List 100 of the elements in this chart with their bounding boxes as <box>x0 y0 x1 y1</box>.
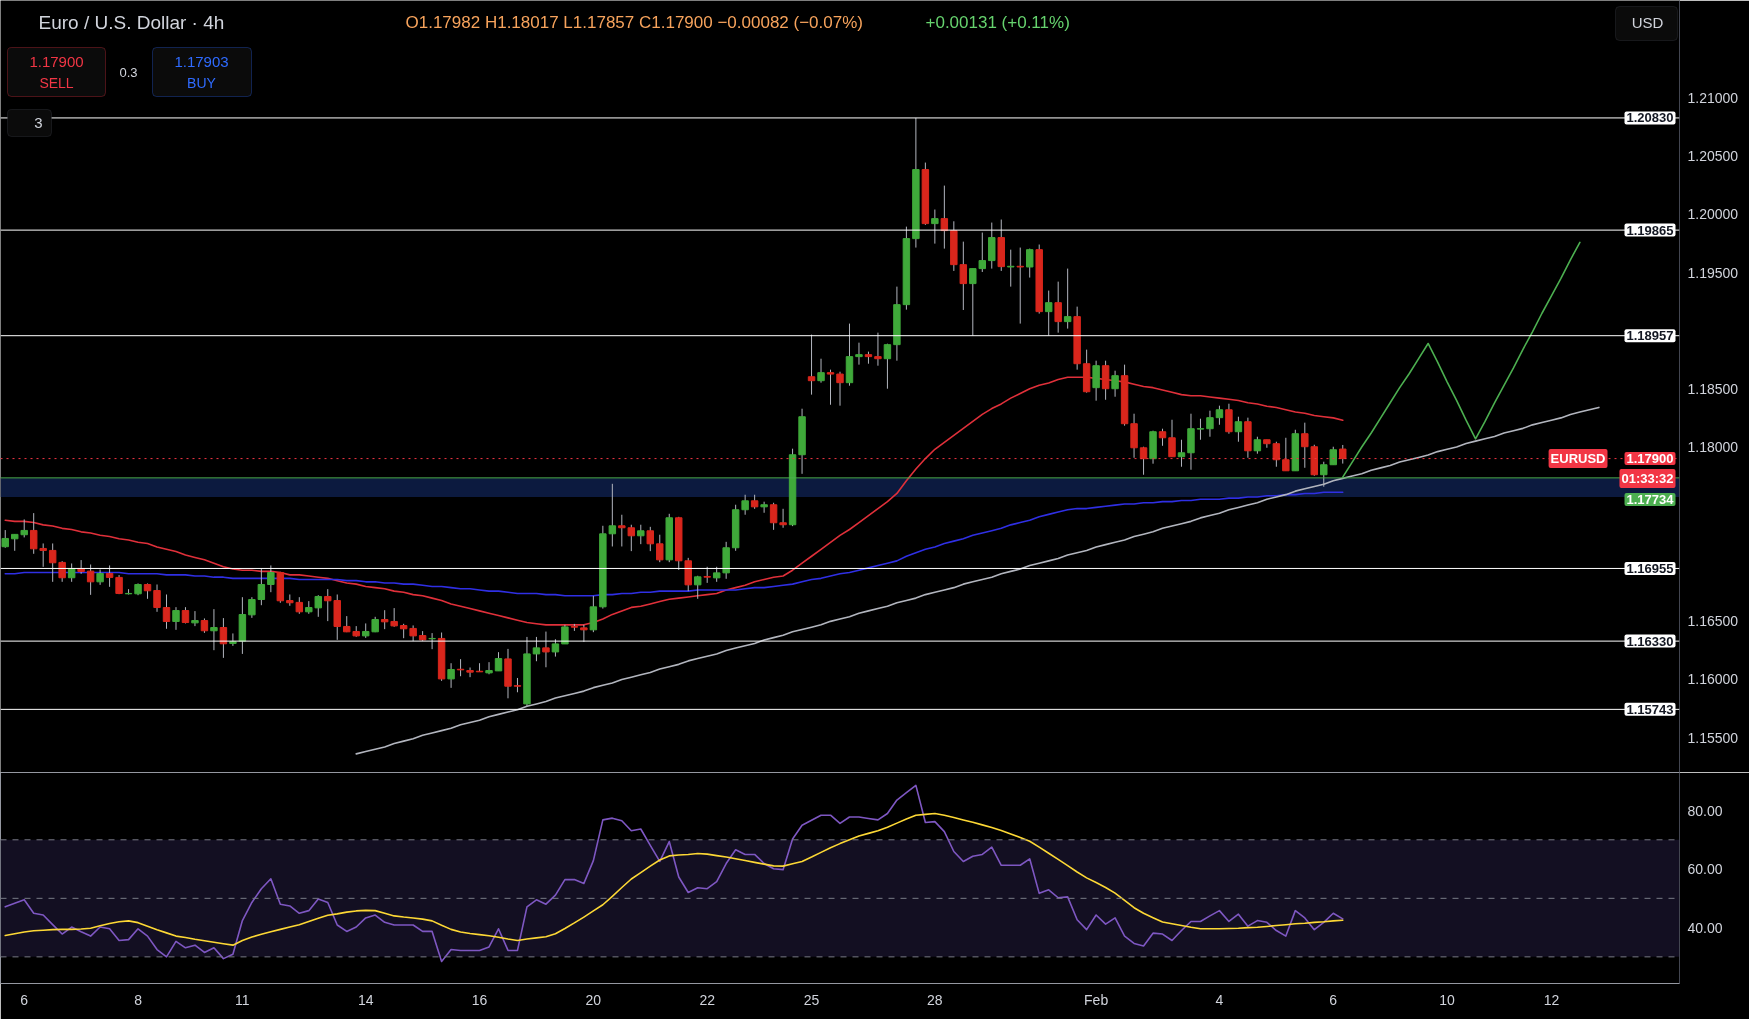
ref-line-label: 1.18957 <box>1626 328 1674 344</box>
annotation: BUY <box>187 74 217 91</box>
candlestick <box>162 594 171 630</box>
x-tick-label: 16 <box>471 991 488 1008</box>
candlestick <box>988 222 996 270</box>
candlestick <box>637 524 645 545</box>
candlestick <box>153 584 161 613</box>
y-tick-label: 60.00 <box>1687 861 1723 878</box>
line-series <box>4 784 1344 963</box>
ref-line-label: 1.16955 <box>1626 560 1674 576</box>
ref-line-label: 1.19865 <box>1626 222 1674 238</box>
x-tick-label: 28 <box>927 991 943 1008</box>
candlestick <box>1263 439 1271 449</box>
candlestick <box>466 667 474 678</box>
y-tick-label: 40.00 <box>1687 919 1723 936</box>
candlestick <box>931 209 939 245</box>
candlestick <box>1196 418 1205 441</box>
annotation: 1.17903 <box>174 52 229 70</box>
y-tick-label: 1.16500 <box>1687 613 1739 630</box>
ref-line-label: 1.15743 <box>1626 701 1674 717</box>
candlestick <box>1054 281 1062 334</box>
candlestick <box>1063 268 1072 330</box>
y-tick-label: 1.18000 <box>1687 438 1739 455</box>
annotation: SELL <box>39 74 74 91</box>
ref-line-label: 1.17900 <box>1626 451 1674 467</box>
candlestick <box>1111 370 1119 398</box>
y-tick-label: 1.15500 <box>1687 729 1739 746</box>
y-tick-label: 1.18500 <box>1687 380 1739 397</box>
candlestick <box>836 371 844 407</box>
candlestick <box>959 241 968 311</box>
candlestick <box>940 185 949 250</box>
candlestick <box>1320 461 1328 488</box>
annotation: 0.3 <box>119 65 138 80</box>
candlestick <box>210 608 218 651</box>
candlestick <box>267 564 275 593</box>
candlestick <box>883 343 892 390</box>
candlestick <box>485 661 493 675</box>
annotation: O1.17982 H1.18017 L1.17857 C1.17900 −0.00082 (−0.07%) <box>405 13 863 32</box>
candlestick <box>1225 403 1233 435</box>
candlestick <box>1301 422 1309 469</box>
y-tick-label: 1.16000 <box>1687 671 1739 688</box>
candlestick <box>580 624 588 643</box>
candlestick <box>779 508 787 529</box>
candlestick <box>874 332 882 367</box>
annotation: +0.00131 (+0.11%) <box>925 13 1070 32</box>
ref-line-label: 1.16330 <box>1626 633 1674 649</box>
candlestick <box>1092 360 1100 402</box>
candlestick <box>542 631 550 668</box>
candlestick <box>760 501 768 514</box>
candlestick <box>817 358 825 384</box>
x-tick-label: 10 <box>1439 991 1456 1008</box>
x-tick-label: 4 <box>1215 991 1224 1008</box>
candlestick <box>1007 249 1015 288</box>
annotation: 3 <box>34 113 43 131</box>
candlestick <box>1025 248 1034 279</box>
candlestick <box>1168 419 1176 458</box>
candlestick <box>608 483 617 547</box>
candlestick <box>1215 405 1224 426</box>
text: 01:33:32 <box>1621 471 1674 487</box>
candlestick <box>1234 416 1243 443</box>
candlestick <box>1139 446 1148 476</box>
candlestick <box>826 369 835 406</box>
candlestick <box>191 610 199 627</box>
y-tick-label: 1.19500 <box>1687 264 1739 281</box>
candlestick <box>172 606 180 631</box>
text: Euro / U.S. Dollar · 4h <box>38 12 225 33</box>
y-tick-label: 80.00 <box>1687 802 1723 819</box>
candlestick <box>741 494 749 516</box>
x-tick-label: 12 <box>1543 991 1560 1008</box>
line-series <box>4 491 1344 597</box>
candlestick <box>1206 410 1214 438</box>
candlestick <box>646 526 655 552</box>
candlestick <box>447 662 455 689</box>
candlestick <box>618 514 626 547</box>
x-tick-label: 11 <box>235 991 250 1008</box>
x-tick-label: 6 <box>1329 991 1338 1008</box>
candlestick <box>67 562 76 583</box>
candlestick <box>86 564 95 596</box>
annotation: EURUSD <box>1550 451 1606 467</box>
candlestick <box>532 636 541 662</box>
candlestick <box>1044 290 1053 337</box>
candlestick <box>589 595 598 633</box>
x-tick-label: 8 <box>134 991 143 1008</box>
x-tick-label: 25 <box>803 991 820 1008</box>
ref-line-label: 1.20830 <box>1626 110 1674 126</box>
x-tick-label: 22 <box>699 991 716 1008</box>
candlestick <box>807 334 816 396</box>
candlestick <box>1339 444 1347 465</box>
candlestick <box>105 564 114 588</box>
candlestick <box>1177 439 1186 468</box>
candlestick <box>1101 360 1110 401</box>
x-tick-label: 14 <box>357 991 374 1008</box>
candlestick <box>656 534 664 563</box>
candlestick <box>769 502 778 531</box>
x-tick-label: 20 <box>585 991 602 1008</box>
y-tick-label: 1.20500 <box>1687 148 1739 165</box>
text: USD <box>1631 14 1664 31</box>
x-tick-label: 6 <box>20 991 29 1008</box>
annotation: 1.17900 <box>29 52 84 70</box>
candlestick <box>1329 446 1337 466</box>
